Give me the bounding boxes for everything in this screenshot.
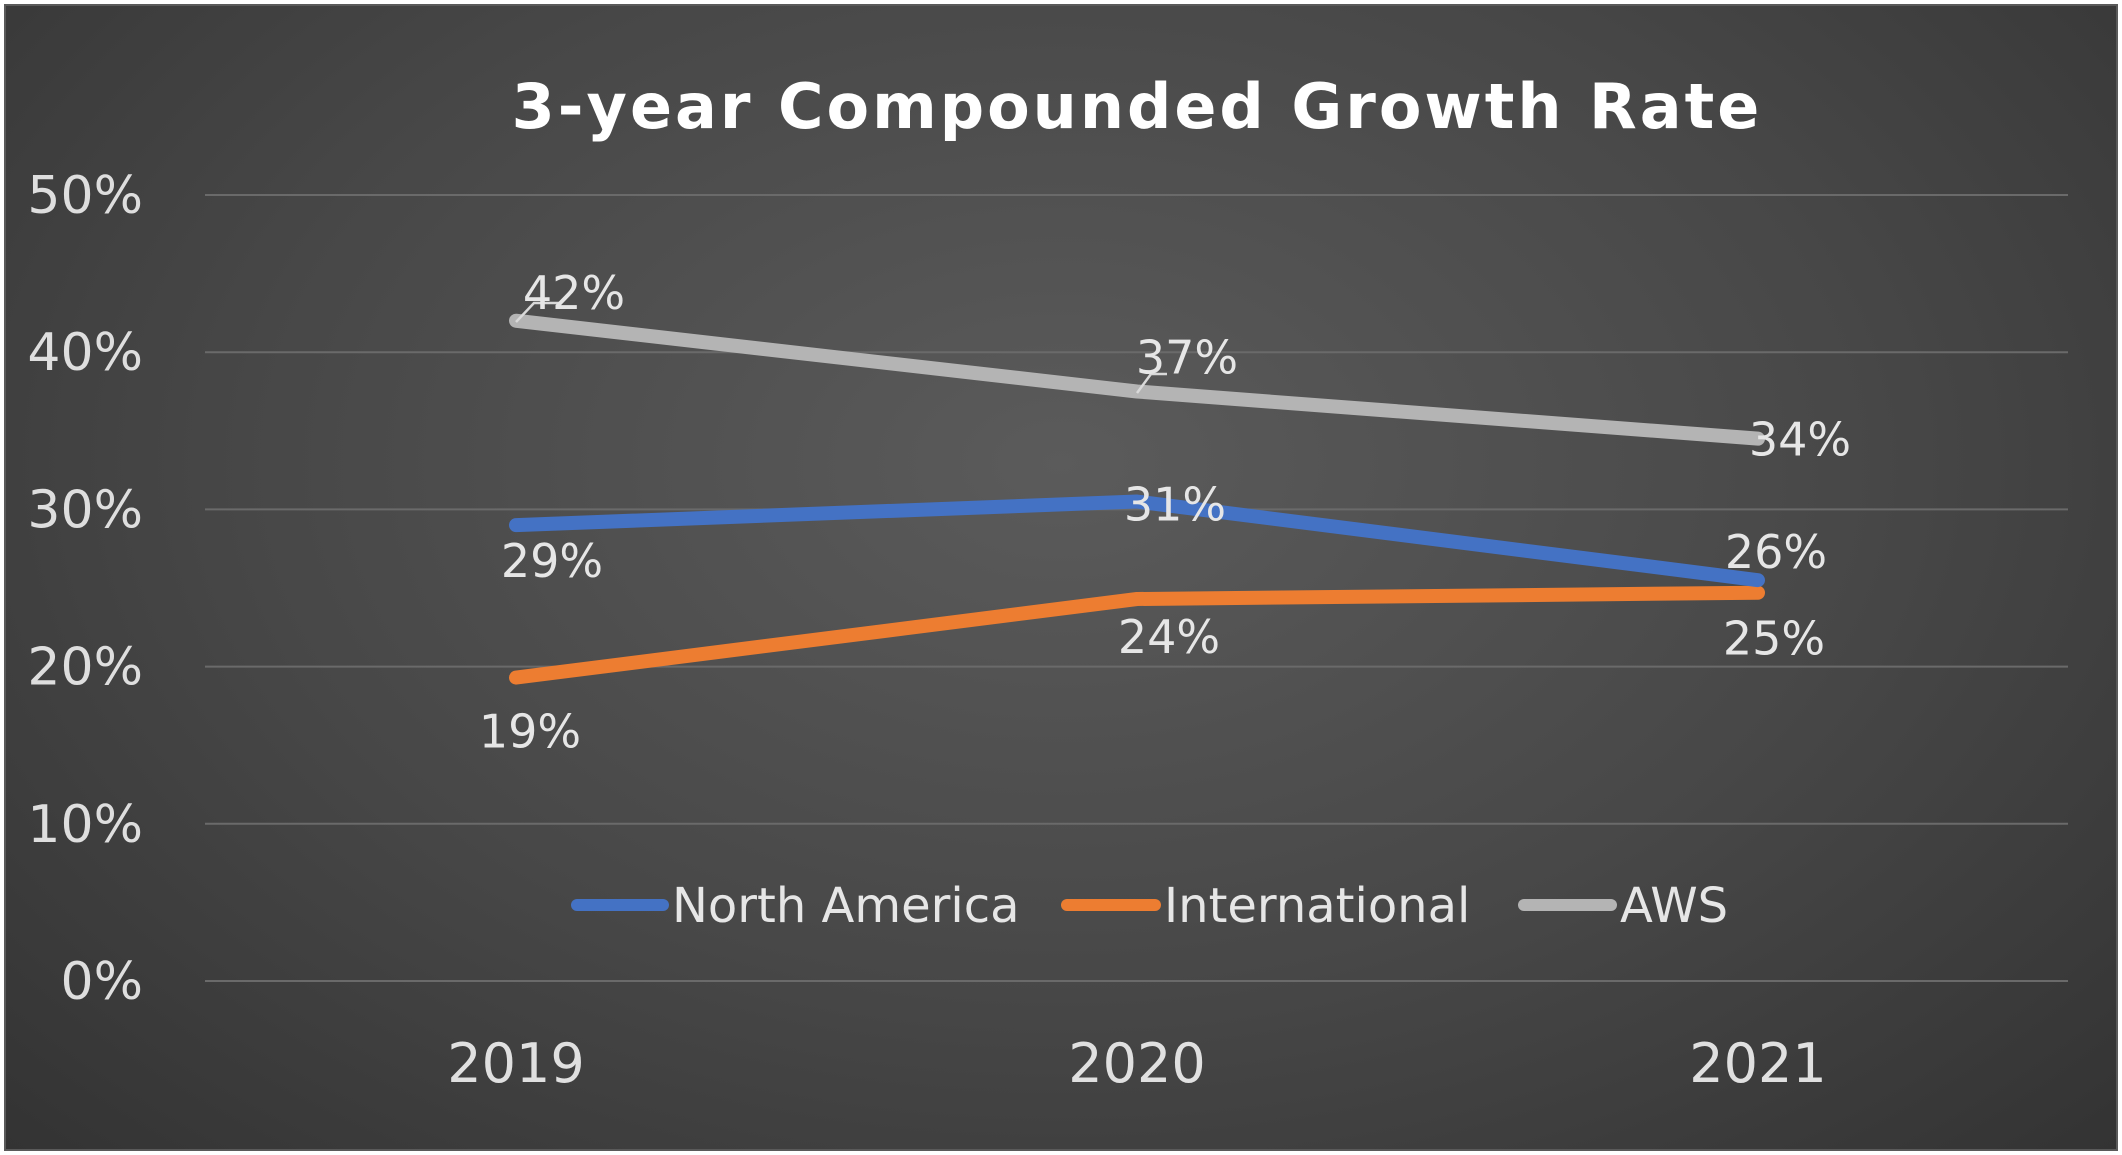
data-label: 37% bbox=[1136, 331, 1238, 385]
legend-label: AWS bbox=[1620, 878, 1728, 934]
chart-title: 3-year Compounded Growth Rate bbox=[512, 70, 1763, 143]
data-label: 24% bbox=[1118, 610, 1220, 664]
series-line-international bbox=[509, 585, 1765, 685]
label-leader-line bbox=[515, 301, 562, 323]
x-axis: 2019 2020 2021 bbox=[447, 1032, 1826, 1095]
legend-label: North America bbox=[672, 878, 1020, 934]
y-tick-label: 10% bbox=[27, 795, 143, 855]
x-tick-label: 2019 bbox=[447, 1032, 584, 1095]
data-labels: 29% 31% 26% 19% 24% 25% 42% 37% 34% bbox=[479, 266, 1851, 759]
legend-item-aws: AWS bbox=[1518, 878, 1728, 934]
data-label: 31% bbox=[1124, 478, 1226, 532]
legend-item-international: International bbox=[1061, 878, 1470, 934]
x-tick-label: 2021 bbox=[1689, 1032, 1826, 1095]
data-label: 42% bbox=[523, 266, 625, 320]
label-leader-lines bbox=[515, 301, 1167, 394]
legend-item-north-america: North America bbox=[571, 878, 1020, 934]
data-label: 25% bbox=[1723, 612, 1825, 666]
x-tick-label: 2020 bbox=[1068, 1032, 1205, 1095]
series-line-north-america bbox=[509, 494, 1765, 588]
y-tick-label: 50% bbox=[27, 166, 143, 226]
gridlines bbox=[205, 194, 2068, 982]
label-leader-line bbox=[1135, 372, 1167, 394]
data-label: 26% bbox=[1725, 525, 1827, 579]
legend-label: International bbox=[1164, 878, 1470, 934]
y-axis: 0% 10% 20% 30% 40% 50% bbox=[27, 166, 143, 1012]
data-label: 19% bbox=[479, 705, 581, 759]
legend: North America International AWS bbox=[571, 878, 1728, 934]
y-tick-label: 30% bbox=[27, 480, 143, 540]
y-tick-label: 20% bbox=[27, 638, 143, 698]
data-label: 29% bbox=[501, 534, 603, 588]
y-tick-label: 0% bbox=[61, 952, 144, 1012]
y-tick-label: 40% bbox=[27, 323, 143, 383]
data-label: 34% bbox=[1749, 413, 1851, 467]
